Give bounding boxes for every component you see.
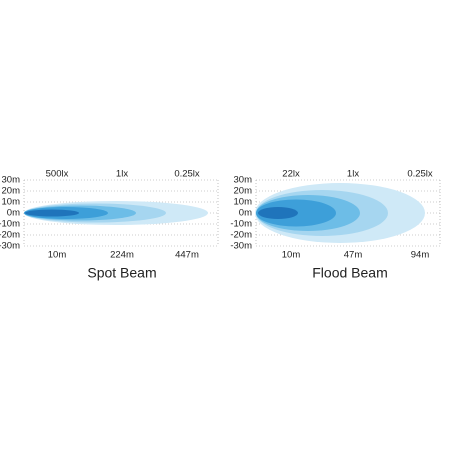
lux-label: 0.25lx	[407, 169, 433, 180]
y-label: -20m	[230, 230, 252, 241]
y-label: 0m	[239, 208, 252, 219]
lux-label: 1lx	[116, 169, 128, 180]
y-label: -10m	[230, 219, 252, 230]
distance-label: 447m	[175, 250, 199, 261]
lux-label: 1lx	[347, 169, 359, 180]
lux-label: 500lx	[46, 169, 69, 180]
distance-label: 10m	[282, 250, 301, 261]
distance-label: 47m	[344, 250, 363, 261]
distance-label: 224m	[110, 250, 134, 261]
y-label: -30m	[230, 241, 252, 252]
y-label: -30m	[0, 241, 20, 252]
y-label: -20m	[0, 230, 20, 241]
y-label: 0m	[7, 208, 20, 219]
distance-label: 10m	[48, 250, 67, 261]
distance-label: 94m	[411, 250, 430, 261]
lux-label: 0.25lx	[174, 169, 200, 180]
lux-label: 22lx	[282, 169, 300, 180]
caption: Spot Beam	[87, 265, 156, 281]
y-label: 10m	[2, 197, 21, 208]
y-label: 10m	[234, 197, 253, 208]
beam-zone	[25, 209, 79, 217]
y-label: 20m	[234, 186, 253, 197]
caption: Flood Beam	[312, 265, 387, 281]
y-label: -10m	[0, 219, 20, 230]
y-label: 30m	[234, 175, 253, 186]
beam-zone	[258, 207, 298, 219]
y-label: 30m	[2, 175, 21, 186]
y-label: 20m	[2, 186, 21, 197]
